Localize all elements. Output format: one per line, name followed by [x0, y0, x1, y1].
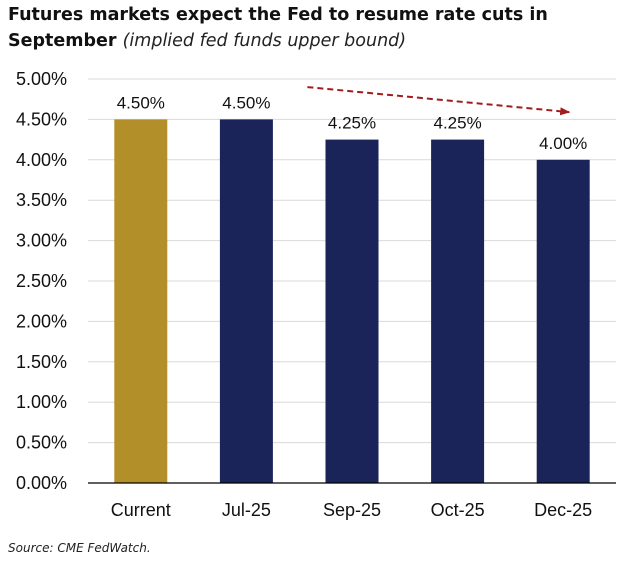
y-tick-label: 0.50% [16, 433, 67, 453]
data-label: 4.00% [539, 134, 587, 153]
chart-subtitle: (implied fed funds upper bound) [122, 31, 407, 51]
y-tick-label: 4.50% [16, 109, 67, 129]
bar-dec-25 [536, 159, 590, 484]
source-note: Source: CME FedWatch. [8, 541, 151, 555]
x-tick-label: Oct-25 [431, 500, 485, 520]
y-tick-label: 3.50% [16, 190, 67, 210]
y-tick-label: 2.50% [16, 271, 67, 291]
trend-arrow [307, 86, 571, 116]
bar-sep-25 [325, 139, 379, 483]
data-label: 4.25% [433, 114, 481, 133]
chart-title-main: Futures markets expect the Fed to resume… [8, 5, 548, 51]
data-label: 4.50% [117, 93, 165, 112]
y-tick-label: 2.00% [16, 311, 67, 331]
y-tick-label: 1.00% [16, 392, 67, 412]
y-tick-label: 0.00% [16, 473, 67, 493]
y-tick-label: 5.00% [16, 69, 67, 89]
x-tick-label: Dec-25 [534, 500, 592, 520]
x-tick-label: Jul-25 [222, 500, 271, 520]
chart-title: Futures markets expect the Fed to resume… [8, 2, 608, 54]
bar-current [114, 119, 168, 484]
bar-chart: 0.00% 0.50% 1.00% 1.50% 2.00% 2.50% 3.00% 3.50%… [16, 69, 616, 520]
data-label: 4.50% [222, 93, 270, 112]
bar-jul-25 [219, 119, 273, 484]
y-tick-label: 1.50% [16, 352, 67, 372]
x-tick-label: Current [111, 500, 171, 520]
data-label: 4.25% [328, 114, 376, 133]
x-tick-label: Sep-25 [323, 500, 381, 520]
y-tick-label: 3.00% [16, 231, 67, 251]
bar-oct-25 [431, 139, 485, 483]
y-tick-label: 4.00% [16, 150, 67, 170]
